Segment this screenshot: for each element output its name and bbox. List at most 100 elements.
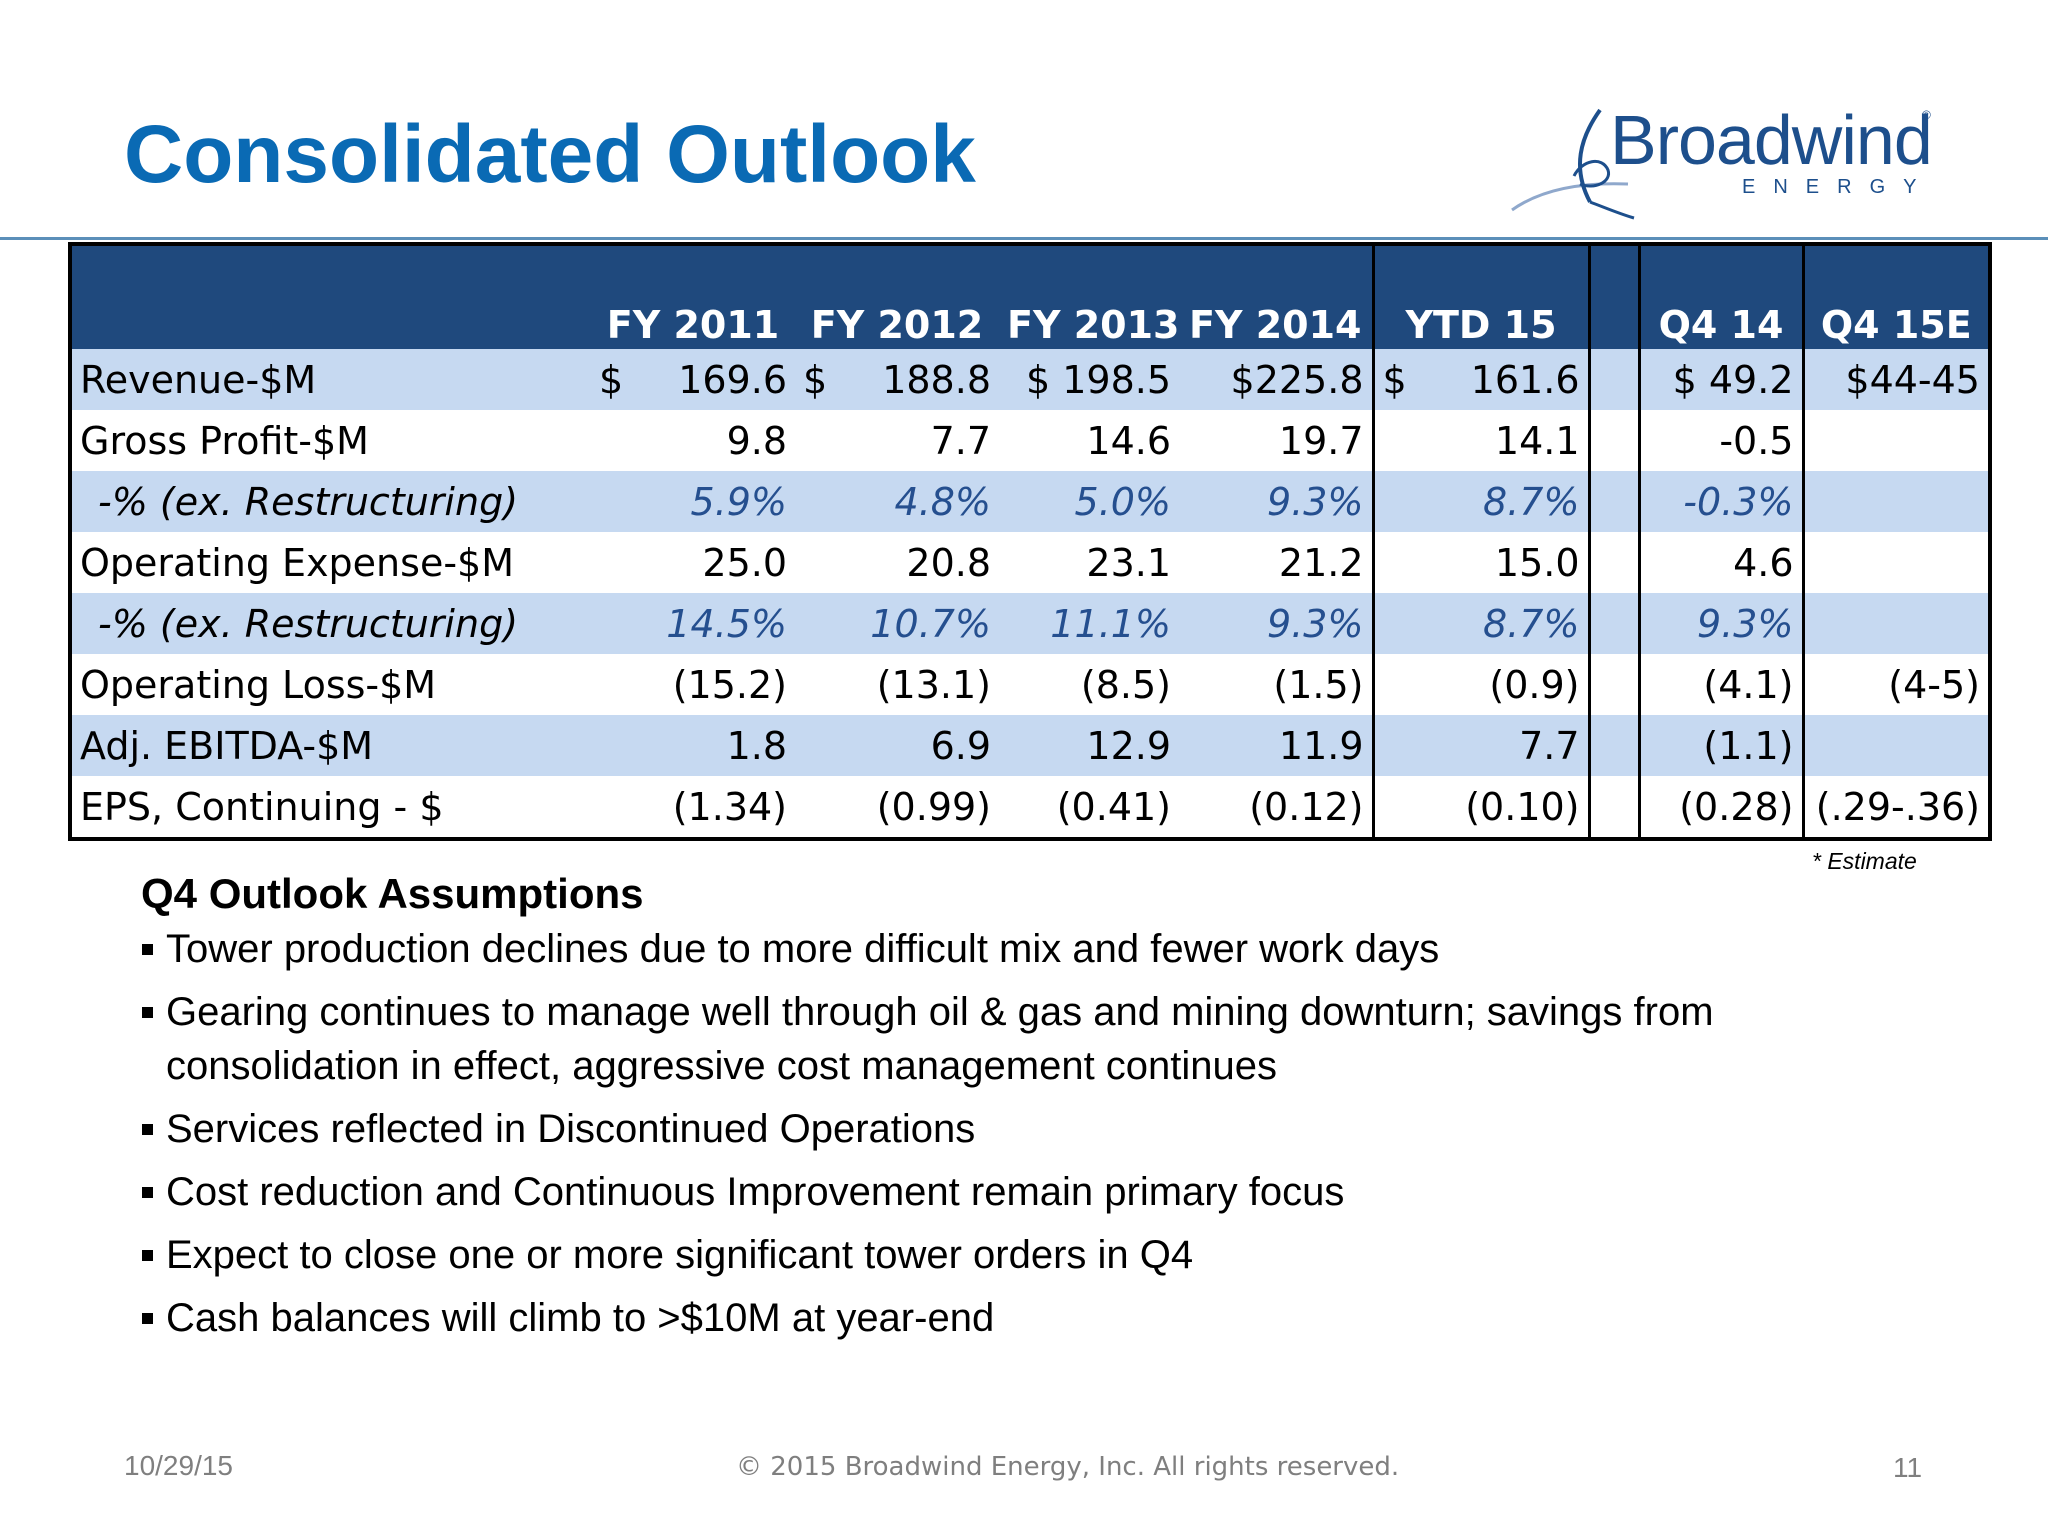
table-cell: 7.7 [1373, 715, 1591, 776]
header-fy2012: FY 2012 [795, 244, 999, 349]
row-label: -% (ex. Restructuring) [70, 471, 591, 532]
table-cell [1589, 410, 1641, 471]
table-cell: 6.9 [795, 715, 999, 776]
currency-symbol: $ [803, 357, 828, 402]
header-fy2011: FY 2011 [591, 244, 795, 349]
table-cell: 23.1 [999, 532, 1179, 593]
table-cell: (0.41) [999, 776, 1179, 839]
table-cell: 11.9 [1179, 715, 1375, 776]
title-divider [0, 237, 2048, 240]
list-item: Expect to close one or more significant … [140, 1228, 1900, 1282]
row-label: EPS, Continuing - $ [70, 776, 591, 839]
table-cell: 10.7% [795, 593, 999, 654]
table-cell: 4.6 [1639, 532, 1805, 593]
row-label: Gross Profit-$M [70, 410, 591, 471]
currency-symbol: $ [1382, 357, 1407, 402]
table-cell: 4.8% [795, 471, 999, 532]
table-cell: (0.99) [795, 776, 999, 839]
table-cell: (1.5) [1179, 654, 1375, 715]
table-cell: (1.1) [1639, 715, 1805, 776]
table-cell [1803, 410, 1990, 471]
row-label: -% (ex. Restructuring) [70, 593, 591, 654]
table-cell: $225.8 [1179, 349, 1375, 410]
assumptions-title: Q4 Outlook Assumptions [141, 870, 644, 917]
table-cell: 11.1% [999, 593, 1179, 654]
table-row: Adj. EBITDA-$M 1.8 6.9 12.9 11.9 7.7 (1.1) [70, 715, 1990, 776]
cell-value: 161.6 [1470, 357, 1580, 402]
table-row: Operating Expense-$M 25.0 20.8 23.1 21.2 15.0… [70, 532, 1990, 593]
table-cell: 8.7% [1373, 471, 1591, 532]
list-item: Cash balances will climb to >$10M at yea… [140, 1291, 1900, 1345]
table-cell: $161.6 [1373, 349, 1591, 410]
slide-title: Consolidated Outlook [124, 109, 976, 200]
table-row: -% (ex. Restructuring) 14.5% 10.7% 11.1% 9.3… [70, 593, 1990, 654]
table-cell: -0.5 [1639, 410, 1805, 471]
assumptions-list: Tower production declines due to more di… [140, 922, 1900, 1354]
header-label [70, 244, 591, 349]
table-cell: 9.3% [1179, 593, 1375, 654]
table-cell [1589, 593, 1641, 654]
currency-symbol: $ [599, 357, 624, 402]
header-spacer [1589, 244, 1641, 349]
table-cell [1803, 715, 1990, 776]
row-label: Revenue-$M [70, 349, 591, 410]
table-cell [1589, 715, 1641, 776]
table-row: Operating Loss-$M (15.2) (13.1) (8.5) (1.5)(… [70, 654, 1990, 715]
table-cell: (1.34) [591, 776, 795, 839]
table-cell: 9.3% [1639, 593, 1805, 654]
table-cell: (15.2) [591, 654, 795, 715]
footer-copyright: © 2015 Broadwind Energy, Inc. All rights… [736, 1452, 1400, 1482]
table-cell [1589, 471, 1641, 532]
table-cell: 7.7 [795, 410, 999, 471]
row-label: Adj. EBITDA-$M [70, 715, 591, 776]
table-cell: $44-45 [1803, 349, 1990, 410]
table-cell: 15.0 [1373, 532, 1591, 593]
table-cell: (0.9) [1373, 654, 1591, 715]
table-cell: $169.6 [591, 349, 795, 410]
table-cell: -0.3% [1639, 471, 1805, 532]
header-q415e: Q4 15E [1803, 244, 1990, 349]
footer-date: 10/29/15 [124, 1450, 233, 1481]
table-cell: 5.9% [591, 471, 795, 532]
table-cell [1589, 654, 1641, 715]
estimate-note: * Estimate [1812, 848, 1917, 874]
table-row: Revenue-$M $169.6 $188.8 $ 198.5 $225.8 $161.… [70, 349, 1990, 410]
table-cell: $ 198.5 [999, 349, 1179, 410]
table-cell: 5.0% [999, 471, 1179, 532]
table-cell [1589, 532, 1641, 593]
table-cell: (.29-.36) [1803, 776, 1990, 839]
table-cell [1589, 349, 1641, 410]
row-label: Operating Expense-$M [70, 532, 591, 593]
table-cell: $188.8 [795, 349, 999, 410]
table-cell [1589, 776, 1641, 839]
table-cell: $ 49.2 [1639, 349, 1805, 410]
table-header-row: FY 2011 FY 2012 FY 2013 FY 2014 YTD 15 Q… [70, 244, 1990, 349]
table-cell: (0.28) [1639, 776, 1805, 839]
table-cell: 1.8 [591, 715, 795, 776]
table-cell: (4-5) [1803, 654, 1990, 715]
page-number: 11 [1893, 1452, 1923, 1483]
cell-value: 188.8 [882, 357, 991, 402]
table-row: EPS, Continuing - $ (1.34) (0.99) (0.41) (0.… [70, 776, 1990, 839]
table-row: -% (ex. Restructuring) 5.9% 4.8% 5.0% 9.3% 8.… [70, 471, 1990, 532]
header-fy2014: FY 2014 [1179, 244, 1375, 349]
list-item: Tower production declines due to more di… [140, 922, 1900, 976]
broadwind-logo: Broadwind ® ENERGY [1510, 98, 1950, 226]
table-cell: (4.1) [1639, 654, 1805, 715]
table-cell: 21.2 [1179, 532, 1375, 593]
cell-value: 169.6 [678, 357, 787, 402]
logo-registered-mark: ® [1922, 108, 1931, 122]
table-cell: 20.8 [795, 532, 999, 593]
table-cell: 12.9 [999, 715, 1179, 776]
turbine-swirl-icon [1511, 108, 1635, 220]
header-fy2013: FY 2013 [999, 244, 1179, 349]
logo-subtitle: ENERGY [1742, 176, 1935, 198]
table-cell: 14.1 [1373, 410, 1591, 471]
table-cell: (13.1) [795, 654, 999, 715]
table-cell: 19.7 [1179, 410, 1375, 471]
list-item: Gearing continues to manage well through… [140, 985, 1900, 1093]
table-cell: 14.5% [591, 593, 795, 654]
list-item: Cost reduction and Continuous Improvemen… [140, 1165, 1900, 1219]
table-cell: 9.8 [591, 410, 795, 471]
table-cell: (8.5) [999, 654, 1179, 715]
